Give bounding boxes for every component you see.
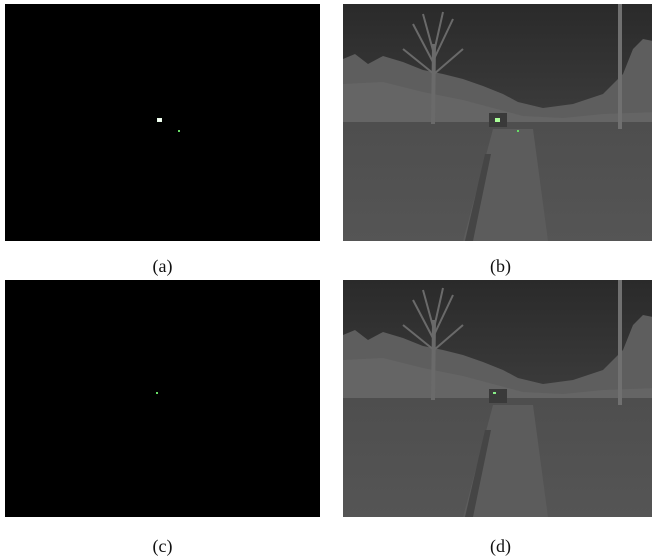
target-blob xyxy=(495,118,500,122)
caption-d: (d) xyxy=(490,536,511,556)
target-blob xyxy=(517,130,519,132)
target-blob xyxy=(178,130,180,132)
target-blob xyxy=(493,392,496,394)
infrared-scene-d xyxy=(343,280,652,517)
caption-a: (a) xyxy=(152,256,173,276)
caption-c: (c) xyxy=(152,536,173,556)
infrared-scene-b xyxy=(343,4,652,241)
detection-map-a xyxy=(5,4,320,241)
target-blob xyxy=(156,392,158,394)
caption-b: (b) xyxy=(490,256,511,276)
detection-map-c xyxy=(5,280,320,517)
